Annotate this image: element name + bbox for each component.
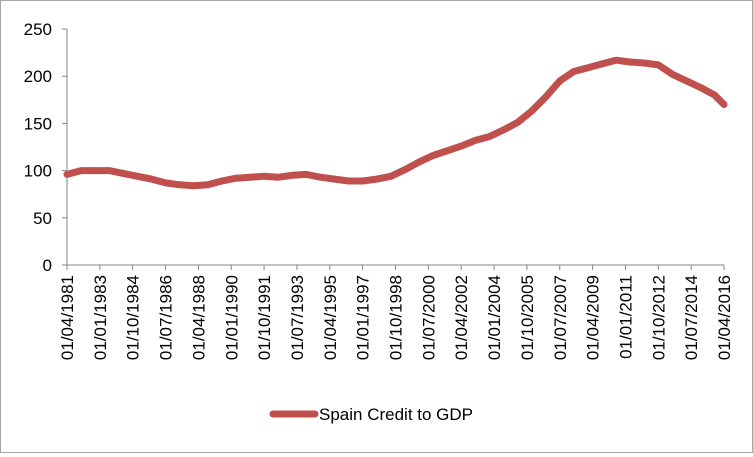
data-point [443, 147, 451, 154]
data-point [584, 64, 592, 71]
data-point [415, 158, 423, 166]
y-tick-label: 200 [24, 67, 52, 86]
data-point [92, 167, 99, 174]
data-point [612, 57, 620, 64]
data-point [120, 170, 127, 177]
data-point [134, 173, 141, 180]
x-tick-label: 01/07/2000 [419, 275, 438, 360]
data-point [401, 166, 409, 173]
data-point [429, 152, 437, 159]
data-point [542, 93, 549, 101]
data-point [500, 126, 507, 134]
x-tick-label: 01/07/2014 [682, 275, 701, 360]
data-point [345, 177, 352, 185]
data-point [373, 175, 380, 183]
x-tick-label: 01/01/1990 [222, 275, 241, 360]
x-tick-label: 01/07/1986 [157, 275, 176, 360]
data-point [148, 175, 155, 183]
data-point [626, 58, 634, 66]
data-point [570, 68, 577, 75]
data-point [331, 175, 338, 183]
y-tick-label: 0 [43, 256, 52, 275]
x-tick-label: 01/04/1981 [58, 275, 77, 360]
data-point [77, 167, 85, 174]
data-point [711, 91, 718, 99]
data-point [106, 167, 113, 174]
x-tick-label: 01/04/2009 [584, 275, 603, 360]
data-point [289, 172, 296, 179]
data-point [260, 173, 268, 180]
x-tick-label: 01/07/1993 [288, 275, 307, 360]
data-point [655, 61, 662, 69]
data-point [303, 171, 310, 178]
data-point [697, 84, 704, 91]
series-line [63, 56, 728, 190]
x-tick-label: 01/10/1998 [387, 275, 406, 360]
x-tick-label: 01/01/1983 [91, 275, 110, 360]
x-tick-label: 01/10/2005 [518, 275, 537, 360]
legend: Spain Credit to GDP [269, 405, 473, 424]
y-tick-label: 100 [24, 162, 52, 181]
x-tick-label: 01/01/2004 [485, 275, 504, 360]
data-point [683, 77, 690, 85]
x-tick-label: 01/07/2007 [551, 275, 570, 360]
data-point [162, 179, 169, 187]
y-axis: 0 50 100 150 200 250 [24, 20, 68, 275]
data-point [669, 71, 676, 78]
data-point [556, 77, 563, 85]
data-point [486, 133, 493, 140]
data-point [598, 60, 606, 68]
legend-label: Spain Credit to GDP [319, 405, 473, 424]
x-tick-label: 01/04/2016 [715, 275, 734, 360]
data-point [232, 175, 240, 182]
data-point [458, 142, 465, 150]
data-point [317, 174, 324, 181]
data-point [204, 181, 211, 188]
x-tick-label: 01/10/1984 [124, 275, 143, 360]
x-tick-label: 01/10/2012 [649, 275, 668, 360]
x-tick-label: 01/10/1991 [255, 275, 274, 360]
data-point [514, 119, 521, 126]
y-tick-label: 50 [33, 209, 52, 228]
x-tick-label: 01/04/2002 [452, 275, 471, 360]
x-axis: 01/04/1981 01/01/1983 01/10/1984 01/07/1986… [58, 264, 734, 360]
data-point [472, 137, 479, 144]
data-point [720, 101, 728, 108]
x-tick-label: 01/04/1995 [321, 275, 340, 360]
data-point [63, 171, 71, 178]
data-point [246, 174, 254, 181]
data-point [387, 173, 394, 180]
series-layer [63, 56, 728, 190]
x-tick-label: 01/04/1988 [189, 275, 208, 360]
data-point [528, 107, 535, 115]
data-point [218, 177, 226, 185]
data-point [641, 59, 648, 67]
data-point [176, 181, 183, 188]
data-point [275, 174, 282, 181]
x-tick-label: 01/01/1997 [354, 275, 373, 360]
y-tick-label: 250 [24, 20, 52, 39]
x-tick-label: 01/01/2011 [616, 275, 635, 359]
data-point [359, 177, 366, 185]
data-point [190, 182, 197, 189]
y-tick-label: 150 [24, 114, 52, 133]
